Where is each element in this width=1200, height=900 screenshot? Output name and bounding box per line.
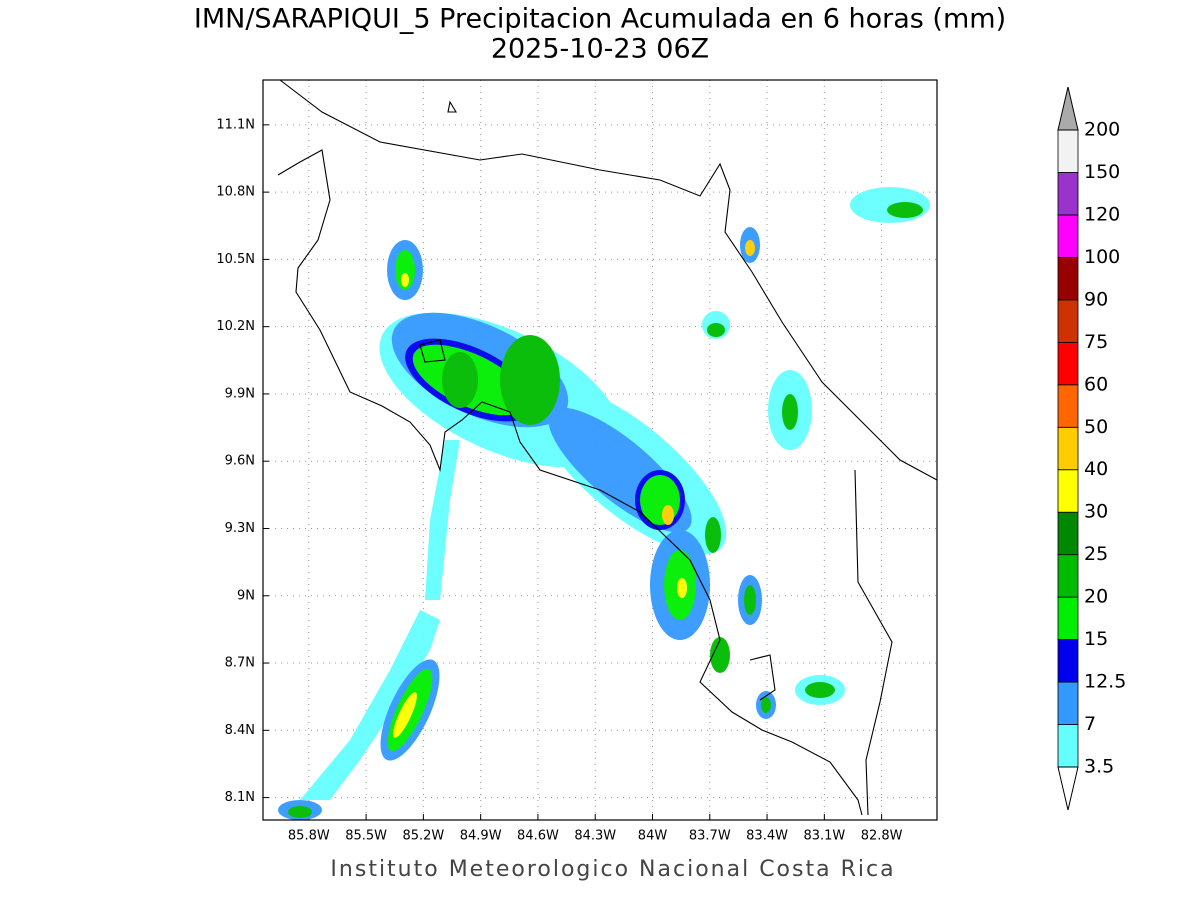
x-tick-label: 84.9W (460, 829, 502, 844)
colorbar-label: 90 (1084, 288, 1108, 310)
colorbar-segment (1057, 341, 1079, 386)
y-tick-label: 10.8N (216, 185, 255, 200)
colorbar-label: 30 (1084, 501, 1108, 523)
x-tick-label: 85.8W (288, 829, 330, 844)
x-tick-label: 83.7W (689, 829, 731, 844)
map-frame (262, 79, 938, 821)
colorbar-label: 15 (1084, 628, 1108, 650)
y-tick-label: 8.4N (225, 723, 255, 738)
colorbar-segment (1057, 256, 1079, 301)
colorbar-segment (1057, 129, 1079, 173)
colorbar-under (1057, 766, 1079, 811)
y-tick-label: 9.3N (225, 521, 255, 536)
colorbar-segment (1057, 214, 1079, 258)
colorbar-segment (1057, 469, 1079, 513)
y-tick-label: 8.1N (225, 790, 255, 805)
subtitle: 2025-10-23 06Z (491, 34, 709, 65)
colorbar-label: 60 (1084, 373, 1108, 395)
y-tick-label: 9.9N (225, 386, 255, 401)
colorbar-segment (1057, 511, 1079, 556)
x-tick-label: 85.5W (345, 829, 387, 844)
y-tick-label: 8.7N (225, 656, 255, 671)
colorbar-label: 120 (1084, 203, 1120, 225)
colorbar-segment (1057, 384, 1079, 428)
x-tick-label: 85.2W (402, 829, 444, 844)
precipitation-field (278, 187, 930, 820)
colorbar-label: 7 (1084, 713, 1096, 735)
colorbar-segment (1057, 554, 1079, 598)
y-tick-label: 11.1N (216, 117, 255, 132)
colorbar-label: 3.5 (1084, 756, 1114, 778)
y-tick-label: 9N (237, 588, 255, 603)
colorbar-label: 50 (1084, 416, 1108, 438)
x-tick-label: 84.6W (517, 829, 559, 844)
y-tick-label: 9.6N (225, 454, 255, 469)
colorbar-segment (1057, 172, 1079, 216)
colorbar-label: 25 (1084, 543, 1108, 565)
y-tick-label: 10.2N (216, 319, 255, 334)
colorbar-segment (1057, 681, 1079, 725)
colorbar-label: 150 (1084, 161, 1120, 183)
y-tick-label: 10.5N (216, 252, 255, 267)
colorbar-label: 75 (1084, 331, 1108, 353)
footer: Instituto Meteorologico Nacional Costa R… (330, 857, 895, 882)
colorbar-label: 20 (1084, 586, 1108, 608)
x-tick-label: 82.8W (861, 829, 903, 844)
x-tick-label: 83.4W (746, 829, 788, 844)
colorbar-label: 12.5 (1084, 671, 1126, 693)
colorbar-segment (1057, 724, 1079, 768)
x-tick-label: 83.1W (803, 829, 845, 844)
colorbar: 3.5 7 12.5 15 20 25 30 40 50 60 75 90 100 120 150 200 (1057, 86, 1126, 811)
colorbar-segment (1057, 426, 1079, 471)
x-tick-label: 84W (638, 829, 668, 844)
colorbar-label: 40 (1084, 458, 1108, 480)
colorbar-over (1057, 86, 1079, 131)
coastlines (277, 79, 938, 816)
colorbar-label: 100 (1084, 246, 1120, 268)
colorbar-segment (1057, 299, 1079, 343)
colorbar-segment (1057, 639, 1079, 683)
colorbar-segment (1057, 596, 1079, 641)
title: IMN/SARAPIQUI_5 Precipitacion Acumulada … (194, 4, 1006, 35)
colorbar-label: 200 (1084, 119, 1120, 141)
x-tick-label: 84.3W (574, 829, 616, 844)
